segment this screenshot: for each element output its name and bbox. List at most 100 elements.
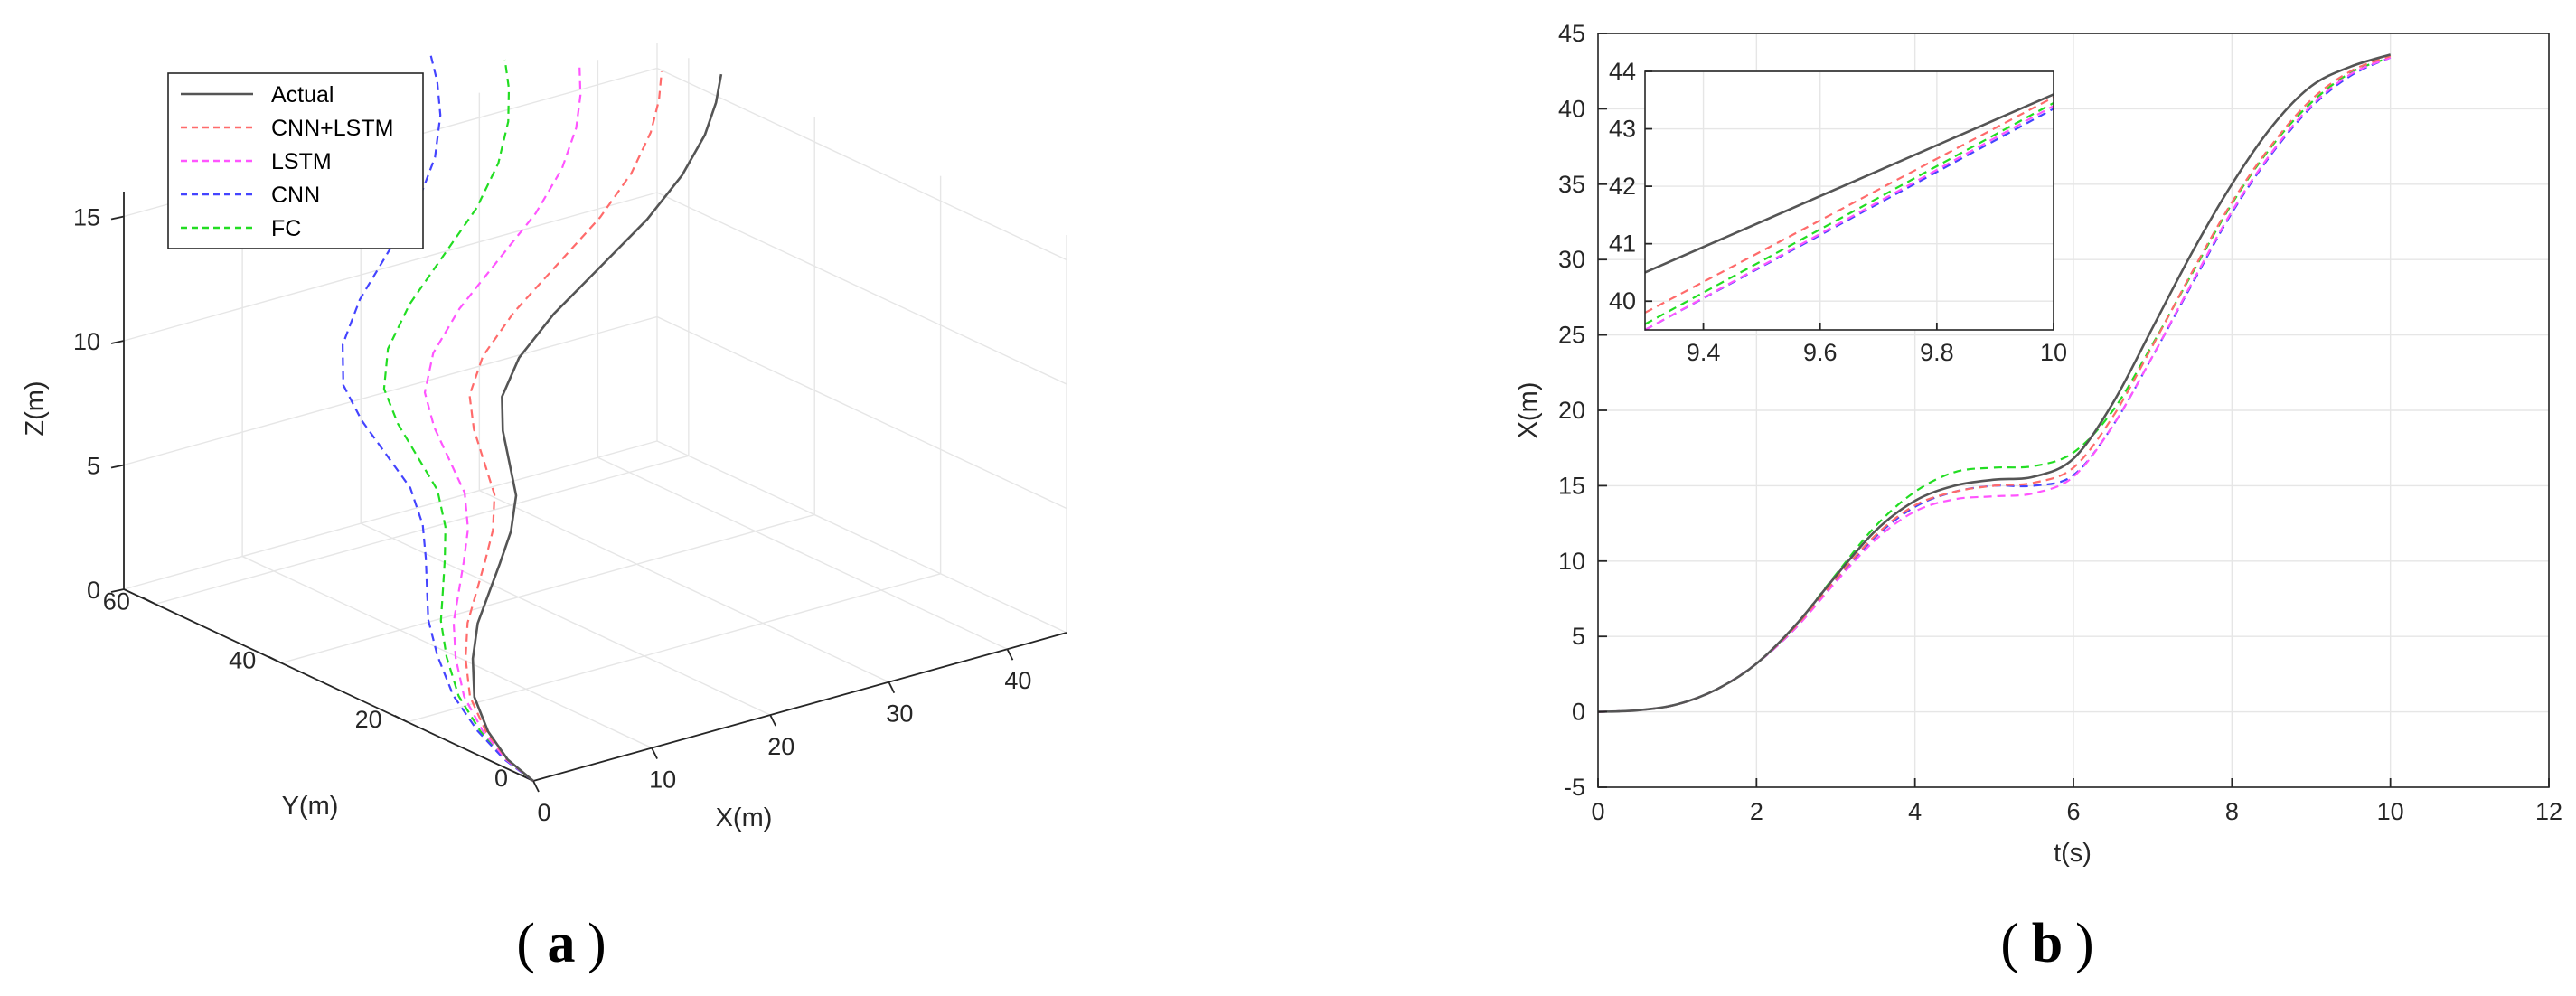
grid-line: [123, 440, 658, 590]
panel-a-zlabel: Z(m): [21, 381, 50, 436]
inset-y-tick-label: 44: [1609, 58, 1636, 85]
z-tick-label: 10: [73, 328, 100, 355]
panel-a-ylabel: Y(m): [282, 792, 339, 821]
panel-a-letter: a: [548, 913, 576, 974]
x-tick-mark: [651, 747, 658, 759]
inset-axes-box: [1644, 70, 2054, 331]
series-line-lstm: [423, 66, 582, 782]
grid-line: [656, 67, 1067, 261]
x-tick-label: 6: [2066, 798, 2080, 825]
x-tick-label: 10: [649, 766, 676, 794]
inset-x-tick-label: 9.8: [1920, 339, 1954, 366]
inset-y-tick-label: 42: [1609, 173, 1636, 200]
y-tick-label: 20: [355, 706, 382, 733]
inset-line-fc: [1644, 101, 2054, 325]
z-tick-mark: [110, 215, 125, 221]
y-tick-mark: [268, 655, 282, 664]
svg-text:): ): [2075, 913, 2094, 974]
z-tick-label: 15: [73, 204, 100, 231]
series-line-lstm: [1597, 56, 2392, 713]
grid-line: [656, 440, 1067, 634]
inset-x-tick-label: 9.4: [1687, 339, 1721, 366]
x-tick-label: 40: [1004, 667, 1031, 694]
y-tick-label: 35: [1558, 171, 1585, 198]
y-tick-label: 0: [1572, 699, 1585, 726]
grid-line: [597, 456, 1008, 650]
y-axis-line: [123, 588, 534, 782]
y-tick-label: 0: [494, 765, 508, 792]
y-tick-label: 60: [103, 587, 130, 615]
inset-x-tick-label: 10: [2040, 339, 2067, 366]
y-tick-label: 30: [1558, 246, 1585, 273]
x-tick-label: 0: [537, 799, 550, 826]
panel-b-letter: b: [2032, 913, 2063, 974]
y-tick-label: 5: [1572, 623, 1585, 650]
series-line-cnn: [342, 52, 534, 782]
inset-y-tick-label: 40: [1609, 287, 1636, 315]
series-line-actual: [471, 73, 723, 782]
panel-b-xlabel: t(s): [2054, 839, 2092, 868]
grid-line: [281, 513, 815, 664]
grid-line: [360, 522, 771, 716]
panel-b-series: [1597, 53, 2392, 713]
y-tick-label: 40: [1558, 95, 1585, 122]
y-tick-label: 20: [1558, 397, 1585, 424]
grid-line: [241, 555, 653, 749]
x-tick-mark: [769, 714, 777, 727]
legend-box: [167, 72, 424, 249]
y-tick-mark: [394, 714, 409, 723]
svg-text:(: (: [2000, 913, 2019, 974]
legend-label: CNN: [271, 183, 320, 208]
inset-series: [1644, 93, 2054, 331]
panel-b-inset: 9.4 9.6 9.8 10 40 41 42 43 44: [1609, 58, 2067, 366]
x-tick-label: 20: [767, 733, 794, 760]
y-tick-label: -5: [1564, 774, 1585, 801]
panel-a-series: [342, 52, 723, 782]
panel-a-xlabel: X(m): [716, 803, 773, 832]
inset-ticks: 9.4 9.6 9.8 10 40 41 42 43 44: [1609, 58, 2067, 366]
inset-x-tick-label: 9.6: [1803, 339, 1838, 366]
x-tick-label: 30: [886, 700, 913, 728]
svg-text:(: (: [516, 913, 535, 974]
z-tick-mark: [110, 340, 125, 344]
grid-line: [123, 192, 658, 342]
legend-label: LSTM: [271, 149, 332, 174]
x-tick-label: 12: [2535, 798, 2562, 825]
grid-line: [155, 455, 690, 605]
x-tick-label: 10: [2377, 798, 2404, 825]
z-tick-label: 0: [87, 577, 100, 604]
y-tick-label: 15: [1558, 472, 1585, 499]
panel-label-a: ( a ): [516, 913, 606, 974]
legend-label: Actual: [271, 82, 334, 108]
inset-y-tick-label: 41: [1609, 230, 1636, 258]
inset-line-actual: [1644, 93, 2054, 274]
z-tick-mark: [110, 464, 125, 469]
grid-line: [656, 192, 1067, 385]
y-tick-mark: [142, 597, 156, 606]
panel-a-legend: Actual CNN+LSTM LSTM CNN FC: [167, 72, 424, 249]
y-tick-label: 45: [1558, 20, 1585, 47]
inset-line-lstm: [1644, 105, 2054, 331]
series-line-fc: [382, 59, 534, 782]
y-tick-label: 40: [229, 647, 256, 674]
svg-text:): ): [588, 913, 606, 974]
inset-line-cnn-lstm: [1644, 96, 2054, 314]
inset-background: [1645, 71, 2054, 330]
legend-label: CNN+LSTM: [271, 116, 393, 141]
z-tick-mark: [110, 588, 125, 593]
x-tick-mark: [1006, 648, 1014, 661]
x-axis-line: [532, 632, 1067, 782]
inset-line-cnn: [1644, 108, 2054, 331]
y-tick-label: 10: [1558, 548, 1585, 575]
x-tick-mark: [888, 681, 896, 694]
series-line-actual: [1597, 53, 2392, 713]
grid-line: [407, 573, 941, 723]
x-tick-label: 8: [2225, 798, 2239, 825]
x-tick-label: 0: [1591, 798, 1604, 825]
y-tick-label: 25: [1558, 322, 1585, 349]
inset-y-tick-label: 43: [1609, 116, 1636, 143]
